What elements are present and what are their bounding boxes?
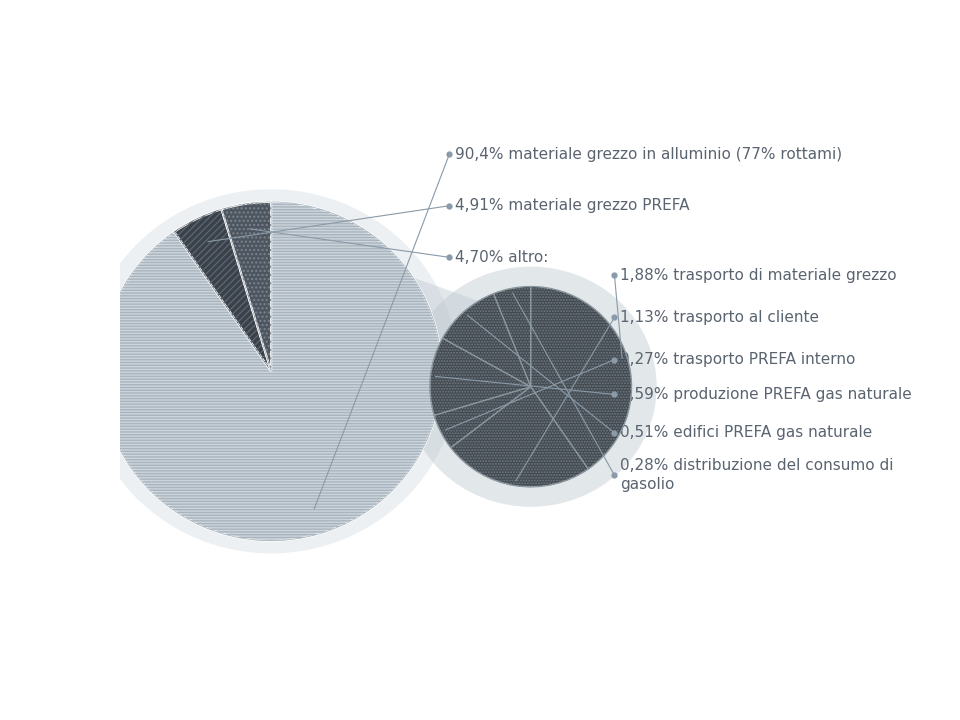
Wedge shape bbox=[222, 202, 271, 372]
Text: 0,51% edifici PREFA gas naturale: 0,51% edifici PREFA gas naturale bbox=[620, 426, 872, 441]
Polygon shape bbox=[222, 202, 480, 472]
Text: 1,88% trasporto di materiale grezzo: 1,88% trasporto di materiale grezzo bbox=[620, 268, 897, 282]
Wedge shape bbox=[430, 338, 531, 415]
Wedge shape bbox=[451, 387, 588, 487]
Text: 4,91% materiale grezzo PREFA: 4,91% materiale grezzo PREFA bbox=[455, 198, 689, 213]
Text: 0,28% distribuzione del consumo di
gasolio: 0,28% distribuzione del consumo di gasol… bbox=[620, 459, 894, 492]
Ellipse shape bbox=[84, 189, 459, 554]
Wedge shape bbox=[493, 287, 531, 387]
Wedge shape bbox=[531, 287, 632, 469]
Ellipse shape bbox=[405, 266, 657, 507]
Wedge shape bbox=[434, 387, 531, 448]
Text: 0,27% trasporto PREFA interno: 0,27% trasporto PREFA interno bbox=[620, 352, 855, 367]
Text: 4,70% altro:: 4,70% altro: bbox=[455, 250, 548, 265]
Wedge shape bbox=[101, 202, 442, 541]
Wedge shape bbox=[175, 210, 271, 372]
Wedge shape bbox=[443, 294, 531, 387]
Text: 1,13% trasporto al cliente: 1,13% trasporto al cliente bbox=[620, 310, 819, 325]
Text: 0,59% produzione PREFA gas naturale: 0,59% produzione PREFA gas naturale bbox=[620, 387, 912, 402]
Text: 90,4% materiale grezzo in alluminio (77% rottami): 90,4% materiale grezzo in alluminio (77%… bbox=[455, 147, 842, 162]
